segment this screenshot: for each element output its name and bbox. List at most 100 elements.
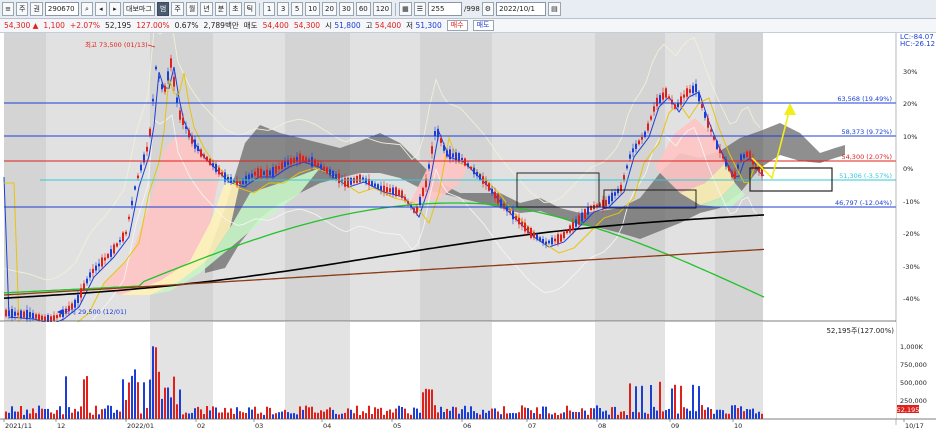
candle-body xyxy=(707,118,709,128)
level-label: 63,568 (19.49%) xyxy=(837,95,892,103)
minute-120[interactable]: 120 xyxy=(372,2,393,16)
candle-body xyxy=(722,155,724,159)
candle-body xyxy=(260,168,262,178)
candle-body xyxy=(509,211,511,213)
period-tick[interactable]: 틱 xyxy=(243,2,257,16)
volume-bar xyxy=(5,411,7,419)
candle-body xyxy=(371,181,373,186)
candle-body xyxy=(533,232,535,238)
low-label: 저 xyxy=(406,21,414,30)
volume-bar xyxy=(758,411,760,419)
volume-bar xyxy=(530,410,532,419)
minute-1[interactable]: 1 xyxy=(263,2,276,16)
date-input[interactable]: 2022/10/1 xyxy=(496,2,547,16)
rights-button[interactable]: 권 xyxy=(30,2,43,16)
sell-quote: 54,400 xyxy=(262,21,289,30)
open-price: 51,800 xyxy=(334,21,361,30)
candle-body xyxy=(449,149,451,160)
candle-body xyxy=(383,185,385,192)
minute-10[interactable]: 10 xyxy=(305,2,320,16)
data-count-input[interactable]: 255 xyxy=(428,2,463,16)
candle-body xyxy=(626,165,628,169)
volume-bar xyxy=(722,410,724,419)
volume-bar xyxy=(443,412,445,419)
search-icon[interactable]: ⌕ xyxy=(80,2,93,16)
volume-bar xyxy=(107,405,109,419)
arrow-head-icon xyxy=(784,103,796,115)
volume-bar xyxy=(221,412,223,419)
minute-20[interactable]: 20 xyxy=(322,2,337,16)
volume-bar xyxy=(395,408,397,419)
volume-bar xyxy=(167,387,169,419)
minute-5[interactable]: 5 xyxy=(291,2,304,16)
volume-bar xyxy=(152,346,154,419)
sell-button[interactable]: 매도 xyxy=(472,20,494,31)
candle-body xyxy=(581,212,583,222)
minute-30[interactable]: 30 xyxy=(338,2,354,16)
candle-body xyxy=(647,123,649,131)
volume-bar xyxy=(302,409,304,419)
volume-bar xyxy=(230,408,232,419)
volume-bar xyxy=(248,407,250,419)
candle-body xyxy=(527,226,529,234)
open-label: 시 xyxy=(325,21,332,30)
candle-body xyxy=(590,205,592,210)
candle-body xyxy=(317,162,319,166)
candle-body xyxy=(92,268,94,273)
volume-bar xyxy=(707,407,709,419)
settings-icon[interactable]: ⚙ xyxy=(481,2,495,16)
candle-body xyxy=(323,166,325,171)
candle-body xyxy=(458,153,460,162)
menu-button[interactable]: ≡ xyxy=(2,2,14,16)
prev-icon[interactable]: ◂ xyxy=(94,2,107,16)
volume-month-band xyxy=(715,322,763,419)
volume-bar xyxy=(515,413,517,419)
volume-bar xyxy=(755,413,757,419)
candle-body xyxy=(467,163,469,167)
volume-bar xyxy=(476,413,478,419)
candle-body xyxy=(311,156,313,167)
volume-bar xyxy=(29,413,31,419)
candle-body xyxy=(107,253,109,258)
candle-body xyxy=(668,96,670,99)
volume-bar xyxy=(359,415,361,419)
period-minute[interactable]: 분 xyxy=(214,2,228,16)
volume-bar xyxy=(239,411,241,419)
volume-bar xyxy=(437,412,439,419)
stock-code-input[interactable]: 290670 xyxy=(44,2,79,16)
period-month[interactable]: 월 xyxy=(185,2,199,16)
zoom-button[interactable]: 범 xyxy=(156,2,170,16)
period-year[interactable]: 년 xyxy=(200,2,213,16)
volume-bar xyxy=(116,409,118,419)
volume-bar xyxy=(719,409,721,419)
candle-body xyxy=(524,222,526,232)
minute-3[interactable]: 3 xyxy=(277,2,290,16)
stock-name-button[interactable]: 대보마그 xyxy=(122,2,155,16)
volume-bar xyxy=(8,412,10,419)
stock-type-button[interactable]: 주 xyxy=(16,2,29,16)
volume-bar xyxy=(353,413,355,419)
candle-body xyxy=(332,170,334,178)
candle-body xyxy=(416,207,418,213)
buy-button[interactable]: 매수 xyxy=(446,20,468,31)
volume-bar xyxy=(701,405,703,419)
minute-60[interactable]: 60 xyxy=(355,2,371,16)
list-icon[interactable]: ☰ xyxy=(413,2,427,16)
next-icon[interactable]: ▸ xyxy=(108,2,121,16)
volume-bar xyxy=(77,411,79,419)
volume-bar xyxy=(233,413,235,419)
grid-icon[interactable]: ▦ xyxy=(399,2,412,16)
candle-body xyxy=(68,305,70,312)
right-axis-bg xyxy=(896,33,936,431)
volume-bars xyxy=(5,346,763,419)
candle-body xyxy=(50,316,52,323)
price-chart[interactable]: 63,568 (19.49%) 58,373 (9.72%) 54,300 (2.0… xyxy=(0,33,936,431)
candle-body xyxy=(473,167,475,175)
calendar-icon[interactable]: ▤ xyxy=(548,2,561,16)
volume-bar xyxy=(575,412,577,419)
volume-bar xyxy=(344,412,346,419)
period-day[interactable]: 주 xyxy=(171,2,184,16)
volume-axis-label: 250,000 xyxy=(900,397,927,405)
volume-bar xyxy=(257,413,259,419)
period-second[interactable]: 초 xyxy=(229,2,242,16)
